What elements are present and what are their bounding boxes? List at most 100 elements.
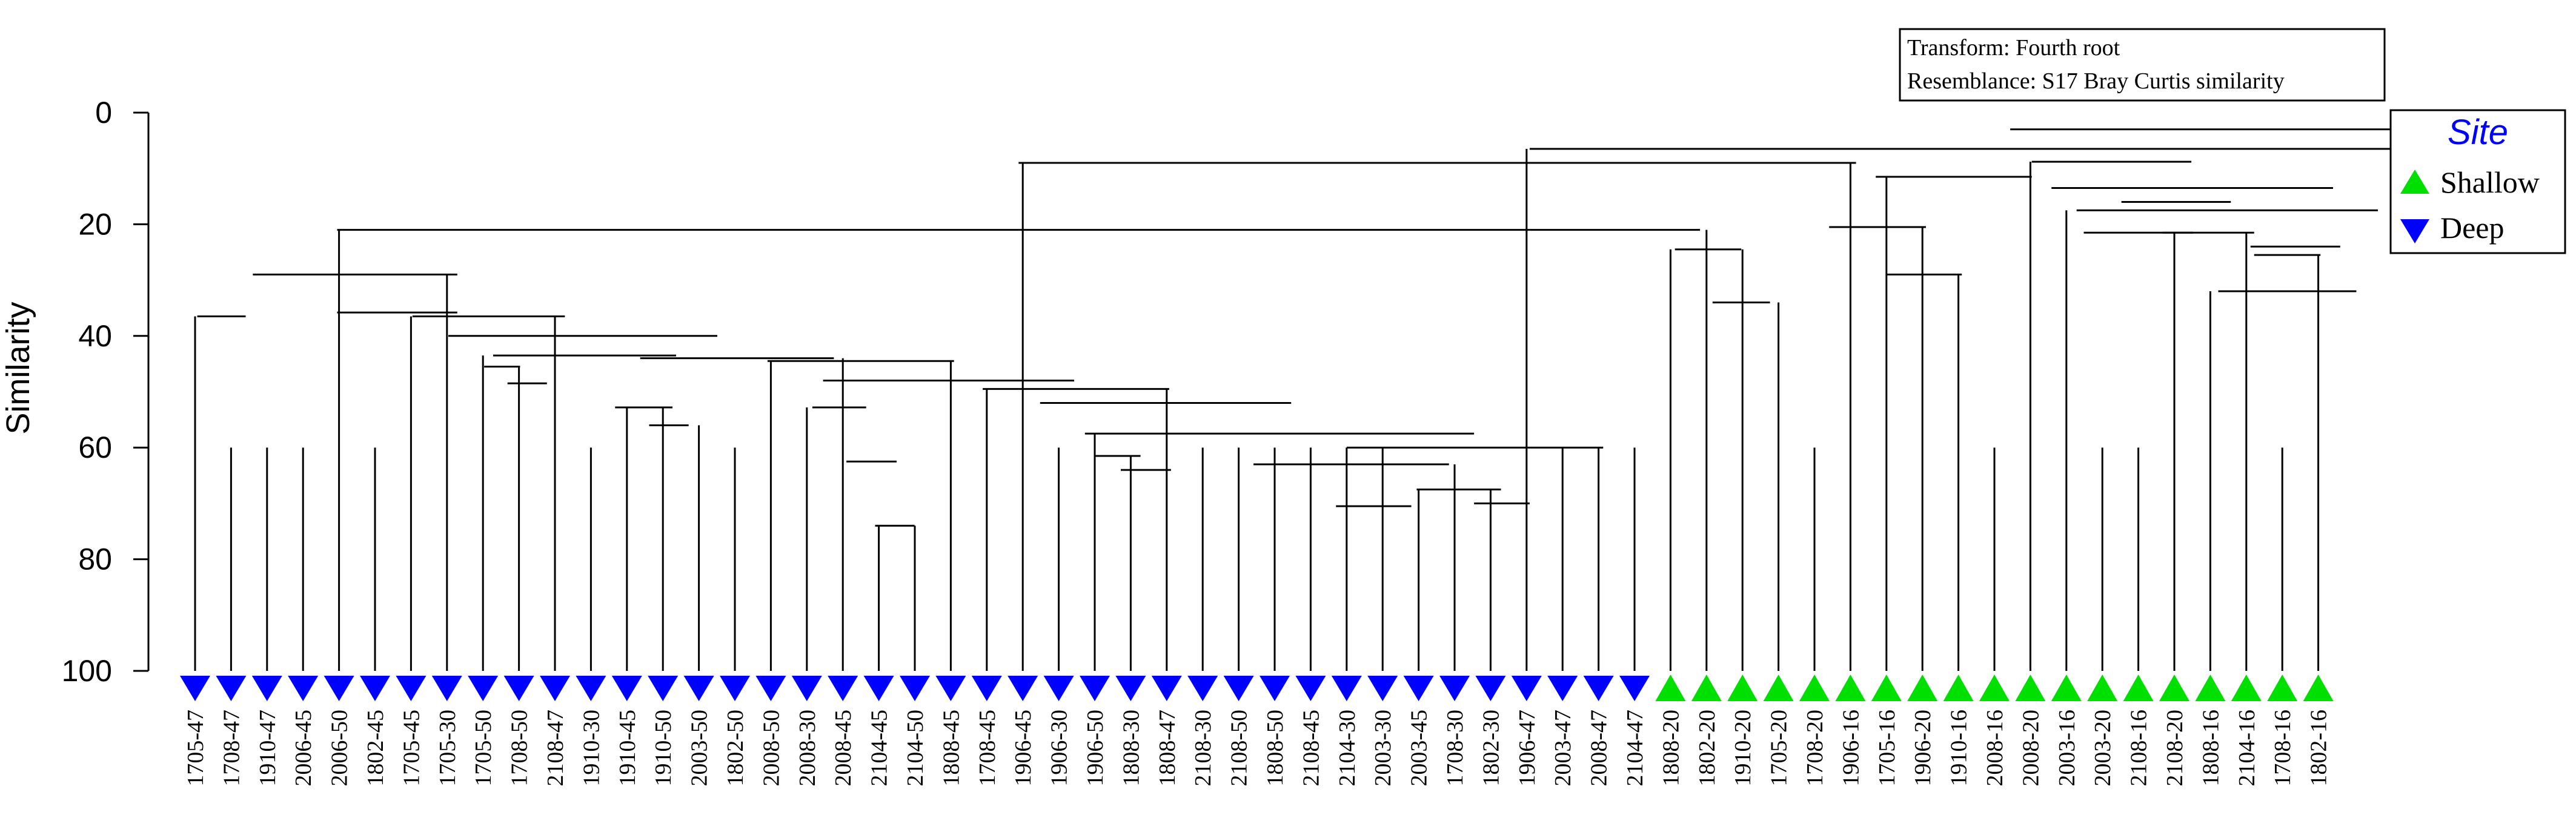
leaf-marker-shallow [1763,675,1794,701]
leaf-label: 2104-30 [1335,710,1360,787]
resemblance-text: Resemblance: S17 Bray Curtis similarity [1907,68,2285,94]
leaf-label: 1708-20 [1802,710,1828,787]
leaf-label: 1705-50 [471,710,496,787]
leaf-label: 1802-30 [1478,710,1504,787]
leaf-label: 1808-47 [1155,710,1180,787]
leaf-label: 1910-20 [1730,710,1756,787]
leaf-marker-deep [251,676,282,701]
leaf-label: 2008-45 [831,710,856,787]
leaf-marker-deep [1115,676,1146,701]
leaf-marker-deep [1403,676,1434,701]
leaf-marker-deep [324,676,354,701]
dendrogram-tree [194,128,2532,671]
leaf-marker-deep [1007,676,1038,701]
leaf-label: 1906-30 [1047,710,1072,787]
leaf-marker-deep [720,676,750,701]
leaf-label: 2008-20 [2018,710,2043,787]
leaf-label: 2003-20 [2090,710,2116,787]
leaf-markers [180,675,2334,701]
leaf-label: 1808-30 [1118,710,1144,787]
leaf-label: 1910-30 [579,710,604,787]
leaf-label: 2003-47 [1550,710,1576,787]
leaf-marker-shallow [2051,675,2082,701]
leaf-label: 1708-16 [2270,710,2295,787]
leaf-label: 1708-50 [507,710,533,787]
leaf-labels: 1705-47 1708-47 1910-47 2006-45 2006-50 1802-… [183,710,2332,787]
leaf-label: 1808-20 [1658,710,1684,787]
leaf-marker-deep [180,676,210,701]
leaf-label: 2006-45 [291,710,316,787]
leaf-marker-shallow [1799,675,1830,701]
leaf-marker-deep [1223,676,1254,701]
leaf-label: 2108-30 [1190,710,1216,787]
leaf-marker-shallow [1907,675,1938,701]
leaf-marker-shallow [1835,675,1866,701]
leaf-label: 2003-30 [1370,710,1396,787]
leaf-marker-deep [1439,676,1470,701]
leaf-label: 2104-50 [903,710,928,787]
legend-deep-label: Deep [2440,211,2505,245]
leaf-label: 1808-45 [938,710,964,787]
leaf-label: 2003-16 [2054,710,2080,787]
y-axis-label: Similarity [0,302,36,434]
info-box-border [1899,28,2386,102]
leaf-label: 2104-16 [2234,710,2260,787]
leaf-label: 1906-47 [1515,710,1540,787]
leaf-marker-deep [1583,676,1614,701]
leaf-marker-shallow [1943,675,1974,701]
leaf-label: 1808-16 [2198,710,2223,787]
leaf-label: 1705-45 [399,710,424,787]
leaf-marker-deep [828,676,858,701]
leaf-label: 1705-20 [1767,710,1792,787]
leaf-marker-shallow [1655,675,1686,701]
leaf-marker-deep [431,676,462,701]
legend-shallow-marker [2400,170,2429,194]
leaf-label: 1906-16 [1838,710,1864,787]
leaf-marker-shallow [1727,675,1758,701]
y-tick-label: 60 [78,431,112,464]
leaf-label: 2006-50 [327,710,353,787]
leaf-marker-deep [1619,676,1650,701]
leaf-marker-deep [755,676,786,701]
leaf-marker-deep [900,676,930,701]
leaf-marker-shallow [2123,675,2154,701]
leaf-marker-deep [1511,676,1542,701]
leaf-marker-deep [1547,676,1578,701]
leaf-marker-deep [1367,676,1398,701]
leaf-label: 1906-45 [1011,710,1036,787]
leaf-label: 1802-20 [1695,710,1720,787]
leaf-marker-deep [863,676,894,701]
leaf-label: 1910-45 [615,710,640,787]
leaf-label: 1705-30 [435,710,460,787]
leaf-marker-deep [288,676,319,701]
leaf-label: 2008-30 [795,710,820,787]
leaf-marker-shallow [2159,675,2189,701]
legend: Site Shallow Deep [2389,109,2566,254]
leaf-marker-shallow [1871,675,1902,701]
leaf-label: 1906-20 [1910,710,1936,787]
transform-text: Transform: Fourth root [1907,35,2120,61]
legend-deep-marker [2400,219,2429,243]
leaf-label: 1708-47 [219,710,244,787]
leaf-marker-deep [540,676,570,701]
leaf-label: 2108-16 [2126,710,2152,787]
leaf-marker-shallow [2015,675,2046,701]
leaf-marker-deep [468,676,499,701]
leaf-marker-deep [935,676,966,701]
leaf-marker-deep [216,676,247,701]
legend-title: Site [2448,113,2508,152]
leaf-marker-deep [503,676,534,701]
leaf-label: 2104-47 [1622,710,1648,787]
leaf-marker-deep [611,676,642,701]
leaf-label: 2008-50 [759,710,784,787]
leaf-marker-deep [360,676,390,701]
y-tick-label: 0 [95,96,112,130]
leaf-label: 1802-16 [2306,710,2332,787]
leaf-marker-shallow [2087,675,2118,701]
leaf-label: 2008-16 [1982,710,2008,787]
leaf-label: 2003-50 [687,710,712,787]
leaf-marker-deep [971,676,1002,701]
leaf-marker-shallow [2267,675,2298,701]
leaf-marker-deep [576,676,606,701]
leaf-marker-deep [791,676,822,701]
